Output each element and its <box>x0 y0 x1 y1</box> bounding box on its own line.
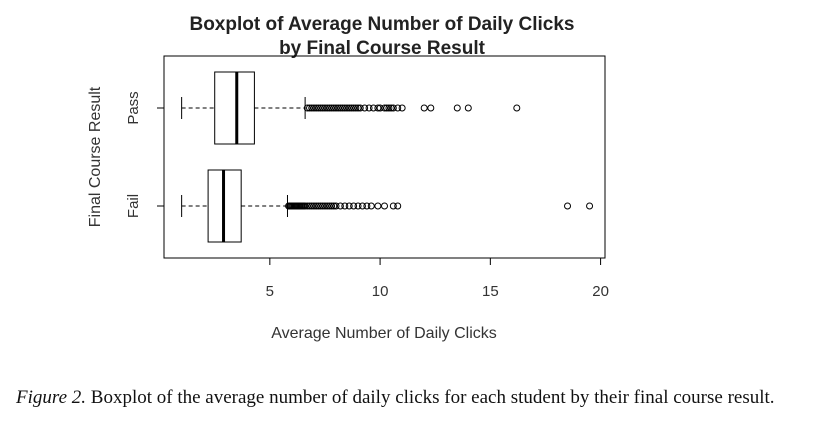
outlier-point <box>336 202 344 210</box>
outlier-point <box>341 104 349 112</box>
outlier-point <box>354 104 362 112</box>
outlier-point <box>332 202 340 210</box>
outlier-point <box>325 104 333 112</box>
outlier-point <box>312 104 320 112</box>
y-axis-label: Final Course Result <box>87 86 104 227</box>
y-axis: Pass Fail <box>125 91 164 218</box>
outlier-point <box>325 202 333 210</box>
outlier-point <box>339 104 347 112</box>
outlier-point <box>350 202 358 210</box>
outlier-point <box>352 104 360 112</box>
outlier-point <box>321 104 329 112</box>
outlier-point <box>336 104 344 112</box>
x-axis: 5 10 15 20 <box>266 258 609 300</box>
outlier-point <box>356 104 364 112</box>
outlier-point <box>312 202 320 210</box>
x-tick-label: 5 <box>266 283 274 300</box>
outlier-point <box>513 104 521 112</box>
box-group-fail <box>181 169 594 243</box>
outlier-point <box>564 202 572 210</box>
outlier-point <box>385 104 393 112</box>
outlier-point <box>330 104 338 112</box>
outlier-point <box>389 104 397 112</box>
figure-caption: Figure 2. Boxplot of the average number … <box>16 386 828 410</box>
outlier-point <box>319 202 327 210</box>
plot-frame <box>163 55 606 259</box>
outlier-point <box>328 104 336 112</box>
outlier-point <box>330 202 338 210</box>
outlier-point <box>398 104 406 112</box>
outlier-point <box>365 104 373 112</box>
caption-text: Boxplot of the average number of daily c… <box>86 387 775 408</box>
boxplot-chart: Boxplot of Average Number of Daily Click… <box>87 14 609 342</box>
outlier-point <box>361 104 369 112</box>
chart-title-line1: Boxplot of Average Number of Daily Click… <box>189 14 574 35</box>
outlier-point <box>354 202 362 210</box>
outlier-point <box>374 104 382 112</box>
outlier-point <box>323 202 331 210</box>
outlier-point <box>347 104 355 112</box>
outlier-point <box>341 202 349 210</box>
outlier-point <box>310 202 318 210</box>
box-group-pass <box>181 71 521 145</box>
y-tick-label-pass: Pass <box>125 91 142 124</box>
outlier-point <box>363 202 371 210</box>
outlier-point <box>321 202 329 210</box>
outlier-point <box>308 104 316 112</box>
outlier-point <box>319 104 327 112</box>
outlier-point <box>323 104 331 112</box>
outlier-point <box>343 104 351 112</box>
outlier-point <box>367 202 375 210</box>
outlier-point <box>350 104 358 112</box>
outlier-point <box>334 104 342 112</box>
outlier-point <box>420 104 428 112</box>
outlier-point <box>317 202 325 210</box>
outlier-point <box>303 202 311 210</box>
outlier-point <box>314 202 322 210</box>
outlier-point <box>453 104 461 112</box>
outlier-point <box>376 104 384 112</box>
outlier-point <box>383 104 391 112</box>
outlier-point <box>369 104 377 112</box>
outlier-point <box>381 202 388 210</box>
x-axis-label: Average Number of Daily Clicks <box>271 325 497 342</box>
outlier-point <box>586 202 594 210</box>
outlier-point <box>381 104 388 112</box>
outlier-point <box>308 202 316 210</box>
figure-label: Figure 2. <box>16 387 87 408</box>
outlier-point <box>306 104 314 112</box>
outlier-point <box>328 202 336 210</box>
outlier-point <box>394 104 402 112</box>
boxes <box>181 71 594 243</box>
outlier-point <box>306 202 314 210</box>
outlier-point <box>427 104 435 112</box>
outlier-point <box>387 104 395 112</box>
y-tick-label-fail: Fail <box>125 194 142 218</box>
outlier-point <box>345 104 353 112</box>
iqr-box <box>214 71 255 145</box>
chart-title-line2: by Final Course Result <box>279 38 486 59</box>
x-tick-label: 15 <box>482 283 499 300</box>
outlier-point <box>394 202 402 210</box>
outlier-point <box>317 104 325 112</box>
outlier-point <box>345 202 353 210</box>
outlier-point <box>332 104 340 112</box>
outlier-point <box>374 202 382 210</box>
outlier-point <box>310 104 318 112</box>
outlier-point <box>358 202 366 210</box>
outlier-point <box>303 104 311 112</box>
x-tick-label: 20 <box>592 283 609 300</box>
outlier-point <box>464 104 472 112</box>
outlier-point <box>301 202 309 210</box>
outlier-point <box>389 202 397 210</box>
x-tick-label: 10 <box>372 283 389 300</box>
outlier-point <box>314 104 322 112</box>
